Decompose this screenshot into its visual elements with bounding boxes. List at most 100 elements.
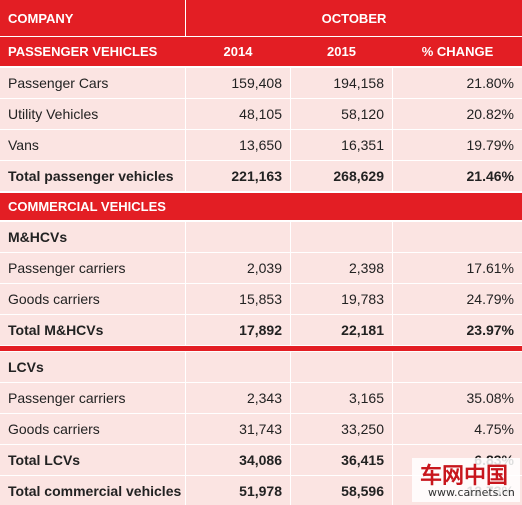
cell: PASSENGER VEHICLES bbox=[8, 44, 158, 59]
cell: 16,351 bbox=[341, 137, 384, 153]
cell: Vans bbox=[8, 137, 39, 153]
column-divider bbox=[185, 315, 186, 345]
column-divider bbox=[392, 130, 393, 160]
column-divider bbox=[290, 253, 291, 283]
column-divider bbox=[290, 352, 291, 382]
watermark-url: www.carnets.cn bbox=[428, 486, 515, 499]
column-divider bbox=[392, 222, 393, 252]
cell: 2015 bbox=[327, 44, 356, 59]
cell: COMMERCIAL VEHICLES bbox=[8, 199, 166, 214]
cell: Utility Vehicles bbox=[8, 106, 99, 122]
cell: 221,163 bbox=[231, 168, 282, 184]
cell: 31,743 bbox=[239, 421, 282, 437]
cell: 51,978 bbox=[239, 483, 282, 499]
column-divider bbox=[290, 130, 291, 160]
cell: 58,596 bbox=[341, 483, 384, 499]
cell: 13,650 bbox=[239, 137, 282, 153]
watermark-brand: 车网中国 bbox=[420, 464, 509, 489]
column-divider bbox=[392, 445, 393, 475]
column-divider bbox=[185, 161, 186, 191]
column-divider bbox=[185, 68, 186, 98]
cell: 4.75% bbox=[474, 421, 514, 437]
column-divider bbox=[290, 445, 291, 475]
cell: 17,892 bbox=[239, 322, 282, 338]
cell: 23.97% bbox=[466, 322, 514, 338]
cell: M&HCVs bbox=[8, 229, 68, 245]
cell: 36,415 bbox=[341, 452, 384, 468]
column-divider bbox=[185, 352, 186, 382]
cell: Total passenger vehicles bbox=[8, 168, 174, 184]
cell: Passenger carriers bbox=[8, 390, 126, 406]
section-header: COMMERCIAL VEHICLES bbox=[0, 193, 522, 220]
column-divider bbox=[392, 352, 393, 382]
column-divider bbox=[392, 414, 393, 444]
cell: 24.79% bbox=[466, 291, 514, 307]
column-divider bbox=[392, 253, 393, 283]
cell: 21.80% bbox=[466, 75, 514, 91]
watermark: 车网中国 www.carnets.cn bbox=[412, 458, 520, 502]
column-divider bbox=[185, 130, 186, 160]
cell: Total commercial vehicles bbox=[8, 483, 182, 499]
column-divider bbox=[290, 476, 291, 505]
cell: 194,158 bbox=[333, 75, 384, 91]
column-divider bbox=[185, 99, 186, 129]
cell: Goods carriers bbox=[8, 421, 100, 437]
cell: Passenger Cars bbox=[8, 75, 109, 91]
cell: 21.46% bbox=[466, 168, 514, 184]
subsection-header: M&HCVs bbox=[0, 222, 522, 252]
cell: COMPANY bbox=[8, 10, 74, 26]
column-divider bbox=[290, 315, 291, 345]
column-divider bbox=[392, 383, 393, 413]
cell: 159,408 bbox=[231, 75, 282, 91]
data-row: Goods carriers 15,853 19,783 24.79% bbox=[0, 284, 522, 314]
column-divider bbox=[392, 315, 393, 345]
column-divider bbox=[392, 99, 393, 129]
column-divider bbox=[392, 161, 393, 191]
column-divider bbox=[392, 476, 393, 505]
column-divider bbox=[185, 0, 186, 36]
cell: 20.82% bbox=[466, 106, 514, 122]
cell: 48,105 bbox=[239, 106, 282, 122]
cell: 34,086 bbox=[239, 452, 282, 468]
cell: Passenger carriers bbox=[8, 260, 126, 276]
cell: 2,343 bbox=[246, 390, 282, 406]
cell: % CHANGE bbox=[421, 44, 494, 59]
cell: Goods carriers bbox=[8, 291, 100, 307]
column-divider bbox=[185, 476, 186, 505]
data-row: Passenger carriers 2,039 2,398 17.61% bbox=[0, 253, 522, 283]
column-divider bbox=[290, 68, 291, 98]
cell: 33,250 bbox=[341, 421, 384, 437]
cell: 35.08% bbox=[466, 390, 514, 406]
section-rule bbox=[0, 346, 522, 351]
column-divider bbox=[185, 414, 186, 444]
section-header: PASSENGER VEHICLES 2014 2015 % CHANGE bbox=[0, 37, 522, 66]
column-divider bbox=[290, 383, 291, 413]
cell: 22,181 bbox=[341, 322, 384, 338]
cell: 17.61% bbox=[466, 260, 514, 276]
data-row: Vans 13,650 16,351 19.79% bbox=[0, 130, 522, 160]
column-divider bbox=[392, 68, 393, 98]
column-divider bbox=[392, 284, 393, 314]
cell: 2014 bbox=[223, 44, 253, 59]
cell: 2,398 bbox=[348, 260, 384, 276]
column-divider bbox=[185, 222, 186, 252]
column-divider bbox=[185, 284, 186, 314]
cell: 58,120 bbox=[341, 106, 384, 122]
cell: 19,783 bbox=[341, 291, 384, 307]
cell: 2,039 bbox=[246, 260, 282, 276]
column-divider bbox=[185, 253, 186, 283]
data-row: Passenger carriers 2,343 3,165 35.08% bbox=[0, 383, 522, 413]
cell: LCVs bbox=[8, 359, 44, 375]
cell: 19.79% bbox=[466, 137, 514, 153]
subsection-header: LCVs bbox=[0, 352, 522, 382]
cell: 15,853 bbox=[239, 291, 282, 307]
data-row: Goods carriers 31,743 33,250 4.75% bbox=[0, 414, 522, 444]
column-divider bbox=[290, 222, 291, 252]
cell: 268,629 bbox=[333, 168, 384, 184]
column-divider bbox=[185, 383, 186, 413]
column-divider bbox=[290, 284, 291, 314]
data-row: Utility Vehicles 48,105 58,120 20.82% bbox=[0, 99, 522, 129]
column-divider bbox=[290, 99, 291, 129]
data-row: Passenger Cars 159,408 194,158 21.80% bbox=[0, 68, 522, 98]
